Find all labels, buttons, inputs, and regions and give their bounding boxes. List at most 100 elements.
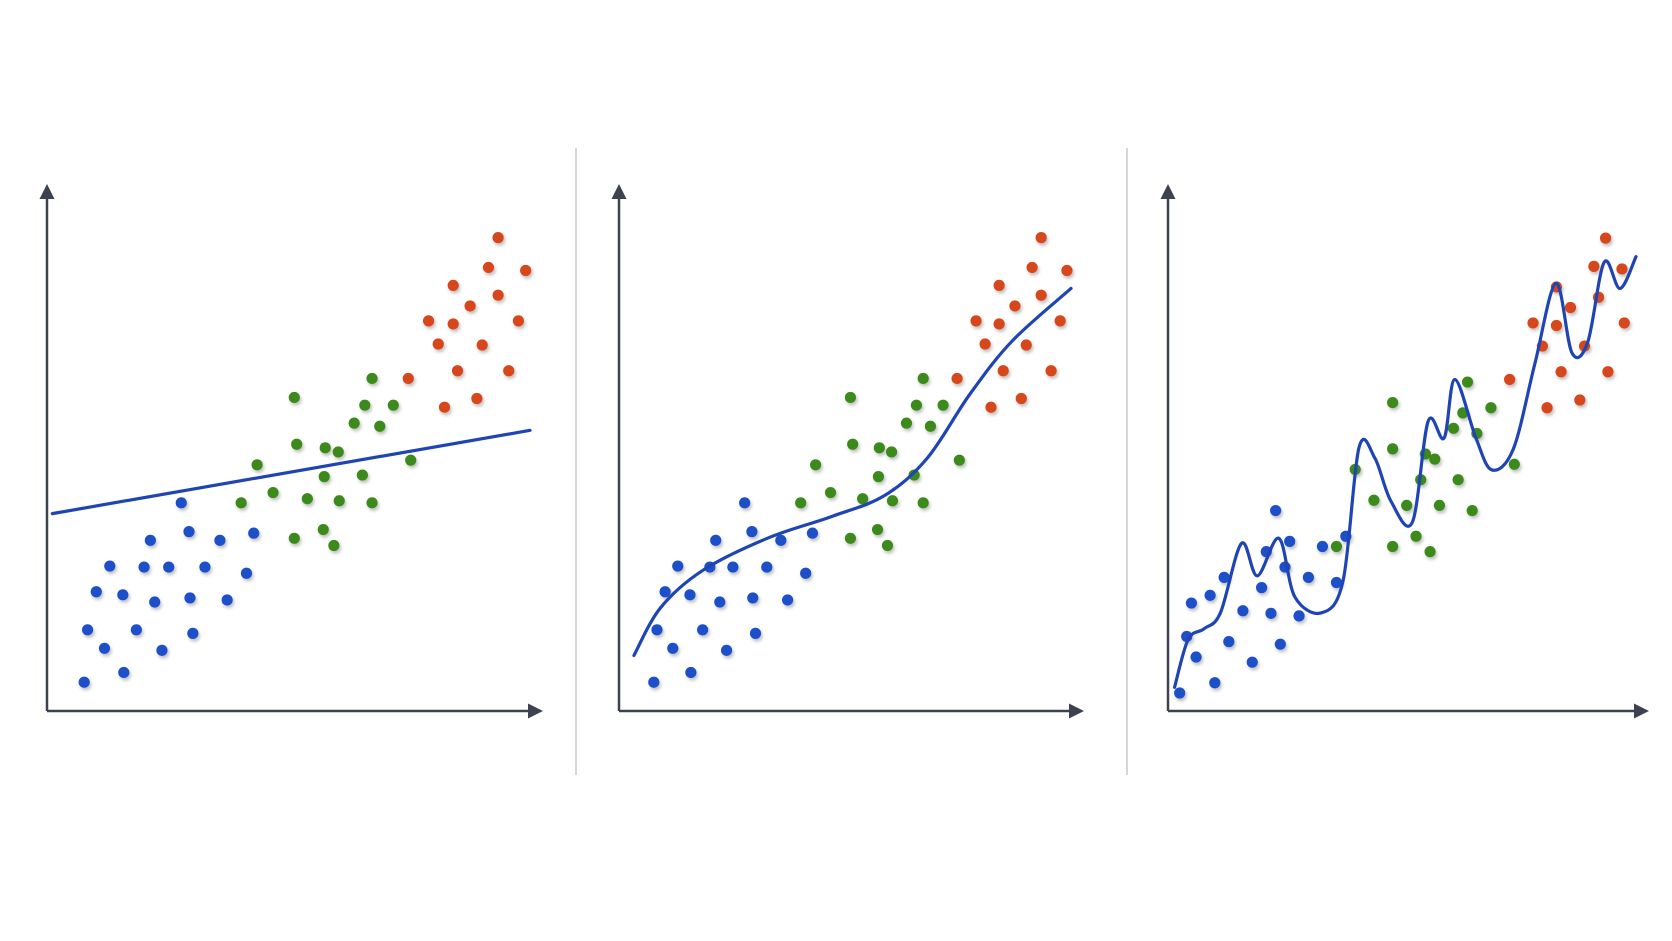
fit-curve xyxy=(632,286,1073,658)
data-point xyxy=(1237,605,1249,617)
data-point xyxy=(98,642,111,654)
data-point xyxy=(810,459,822,471)
data-point xyxy=(844,391,857,404)
data-point xyxy=(199,561,211,573)
data-point xyxy=(288,532,300,544)
data-point xyxy=(749,627,762,639)
data-point xyxy=(1185,597,1197,609)
data-point xyxy=(1015,392,1027,405)
data-point xyxy=(985,401,997,413)
data-point xyxy=(1508,458,1520,470)
data-point xyxy=(1026,261,1038,274)
data-point xyxy=(659,586,671,598)
data-point xyxy=(720,644,733,656)
data-point xyxy=(1209,677,1221,689)
data-point xyxy=(761,561,773,573)
data-point xyxy=(727,561,739,573)
data-point xyxy=(104,560,116,572)
data-point xyxy=(476,339,488,351)
data-point xyxy=(492,232,504,244)
data-point xyxy=(447,279,459,292)
data-point xyxy=(1602,366,1614,378)
data-point xyxy=(1368,494,1380,506)
data-point xyxy=(319,442,331,454)
data-point xyxy=(130,624,142,636)
data-point xyxy=(156,644,168,656)
data-point xyxy=(90,586,102,598)
data-point xyxy=(187,627,199,639)
data-point xyxy=(138,561,150,573)
data-point xyxy=(993,318,1005,330)
data-point xyxy=(1174,687,1186,699)
data-point xyxy=(917,372,929,385)
data-point xyxy=(405,454,417,466)
data-point xyxy=(471,392,483,405)
data-point xyxy=(520,264,532,277)
data-point xyxy=(824,486,837,499)
data-point xyxy=(993,279,1005,292)
data-point xyxy=(117,589,129,601)
data-point xyxy=(221,594,233,606)
data-point xyxy=(672,560,684,572)
data-point xyxy=(1466,504,1478,517)
data-point xyxy=(1061,264,1073,277)
data-point xyxy=(747,592,759,604)
data-point xyxy=(872,471,885,483)
data-point xyxy=(886,495,899,507)
data-point xyxy=(651,624,663,636)
data-point xyxy=(366,372,378,385)
data-point xyxy=(873,442,885,454)
data-point xyxy=(1218,571,1230,583)
data-point xyxy=(1316,540,1329,553)
data-point xyxy=(512,315,525,327)
data-point xyxy=(979,338,991,350)
data-point xyxy=(1302,571,1314,583)
data-point xyxy=(1256,582,1268,594)
data-point xyxy=(857,493,869,505)
data-point xyxy=(447,318,459,330)
data-point xyxy=(183,526,195,538)
data-point xyxy=(1387,540,1399,553)
data-point xyxy=(937,399,949,411)
data-point xyxy=(910,399,923,411)
data-point xyxy=(332,446,344,458)
data-point xyxy=(464,300,476,312)
data-point xyxy=(359,399,371,411)
data-point xyxy=(781,594,794,606)
data-point xyxy=(746,526,758,538)
data-point xyxy=(1035,289,1047,301)
data-point xyxy=(184,592,196,604)
data-point xyxy=(648,676,660,688)
data-point xyxy=(1387,397,1399,409)
data-point xyxy=(667,642,679,654)
data-point xyxy=(333,495,345,507)
data-point xyxy=(1054,315,1066,327)
data-point xyxy=(118,666,130,679)
data-point xyxy=(438,401,451,413)
data-point xyxy=(997,365,1009,377)
data-point xyxy=(714,596,726,608)
data-point xyxy=(1246,656,1258,668)
data-point xyxy=(1270,504,1282,517)
data-point xyxy=(1616,263,1628,275)
data-point xyxy=(1461,376,1474,388)
data-point xyxy=(1452,474,1464,486)
data-point xyxy=(503,365,515,377)
data-point xyxy=(1330,540,1343,553)
fit-curve xyxy=(1172,255,1638,689)
data-point xyxy=(1541,402,1553,414)
data-point xyxy=(402,372,414,385)
data-point xyxy=(1223,636,1235,648)
data-point xyxy=(374,420,386,432)
data-point xyxy=(847,438,859,450)
data-point xyxy=(356,469,368,481)
data-point xyxy=(684,589,696,601)
data-point xyxy=(492,289,504,301)
data-point xyxy=(1190,651,1202,663)
data-point xyxy=(163,561,175,573)
data-point xyxy=(288,391,300,404)
data-point xyxy=(301,493,313,505)
data-point xyxy=(1447,422,1460,434)
data-point xyxy=(1265,607,1277,619)
